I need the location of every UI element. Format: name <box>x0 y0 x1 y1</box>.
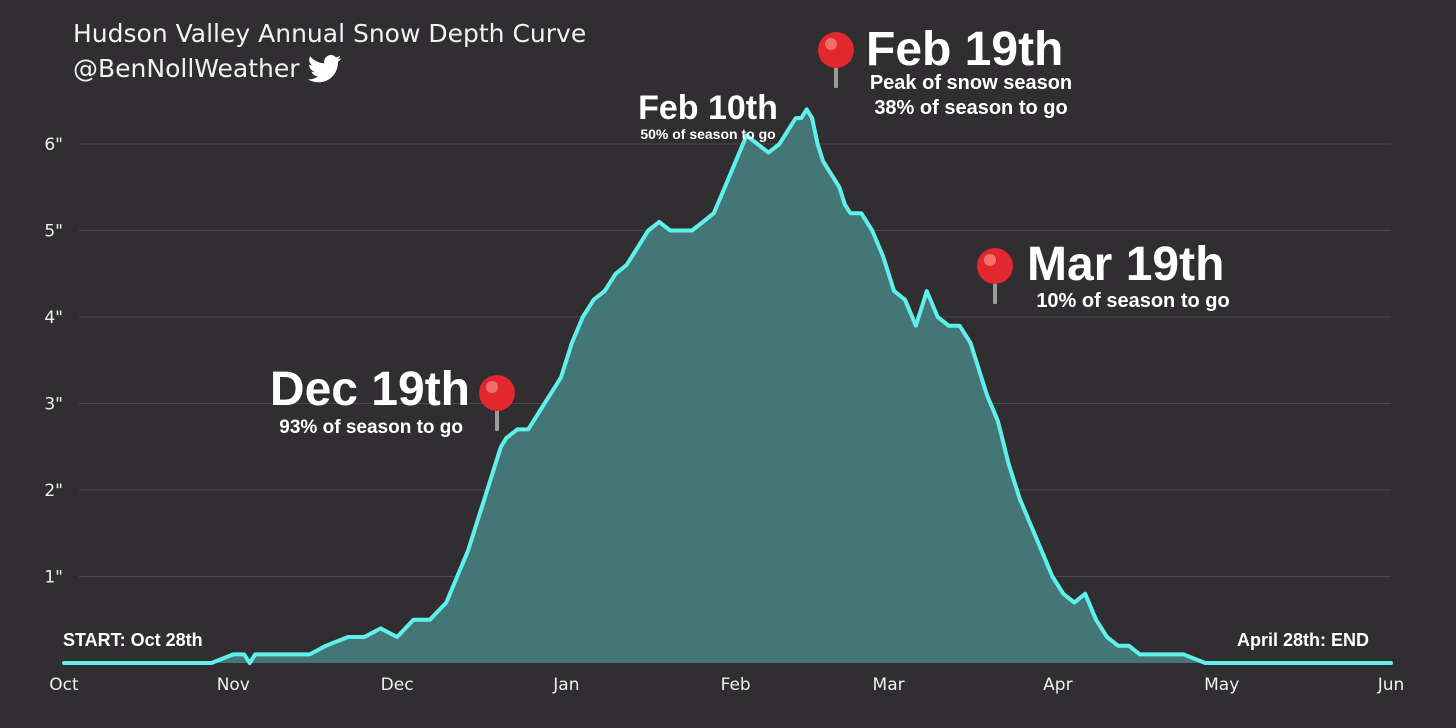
handle-row: @BenNollWeather <box>73 51 586 86</box>
x-tick-label: Dec <box>381 675 414 695</box>
y-tick-label: 1" <box>44 568 63 588</box>
x-axis: Oct Nov Dec Jan Feb Mar Apr May Jun <box>49 675 1404 695</box>
pin-head <box>479 375 515 411</box>
pushpin-icon <box>818 32 854 88</box>
pin-highlight <box>825 38 837 50</box>
twitter-handle: @BenNollWeather <box>73 54 300 83</box>
annotation-title: Feb 19th <box>866 23 1063 76</box>
annotation-subtitle: 10% of season to go <box>1036 290 1229 312</box>
y-tick-label: 6" <box>44 135 63 155</box>
x-tick-label: Oct <box>49 675 79 695</box>
x-tick-label: Apr <box>1043 675 1072 695</box>
x-tick-label: Jun <box>1377 675 1405 695</box>
annotation-subtitle: 50% of season to go <box>640 126 775 142</box>
snow-depth-line <box>62 107 1393 665</box>
y-axis: 1" 2" 3" 4" 5" 6" <box>44 135 63 588</box>
x-tick-label: May <box>1204 675 1239 695</box>
annotation-title: Feb 10th <box>638 89 778 127</box>
pin-needle <box>495 405 499 431</box>
pin-highlight <box>984 254 996 266</box>
y-tick-label: 3" <box>44 395 63 415</box>
start-label: START: Oct 28th <box>63 630 203 650</box>
snow-depth-area <box>64 109 1391 663</box>
annotation-subtitle: Peak of snow season <box>870 72 1072 94</box>
annotations: START: Oct 28th April 28th: END Dec 19th93… <box>63 23 1369 650</box>
annotation-subtitle: 93% of season to go <box>279 417 463 438</box>
annotation-title: Dec 19th <box>270 363 470 416</box>
plot-area <box>62 107 1393 665</box>
x-tick-label: Feb <box>721 675 751 695</box>
x-tick-label: Jan <box>552 675 579 695</box>
chart-title: Hudson Valley Annual Snow Depth Curve <box>73 19 587 48</box>
pin-head <box>818 32 854 68</box>
y-tick-label: 2" <box>44 481 63 501</box>
x-tick-label: Mar <box>873 675 905 695</box>
pin-needle <box>834 62 838 88</box>
title-block: Hudson Valley Annual Snow Depth Curve @B… <box>73 16 586 86</box>
y-tick-label: 5" <box>44 222 63 242</box>
pin-head <box>977 248 1013 284</box>
annotation-subtitle: 38% of season to go <box>874 97 1067 119</box>
pushpin-icon <box>479 375 515 431</box>
twitter-bird-icon <box>307 54 341 82</box>
y-tick-label: 4" <box>44 308 63 328</box>
annotation-title: Mar 19th <box>1027 238 1224 291</box>
pin-needle <box>993 278 997 304</box>
pushpin-icon <box>977 248 1013 304</box>
x-tick-label: Nov <box>217 675 250 695</box>
end-label: April 28th: END <box>1237 630 1369 650</box>
pin-highlight <box>486 381 498 393</box>
